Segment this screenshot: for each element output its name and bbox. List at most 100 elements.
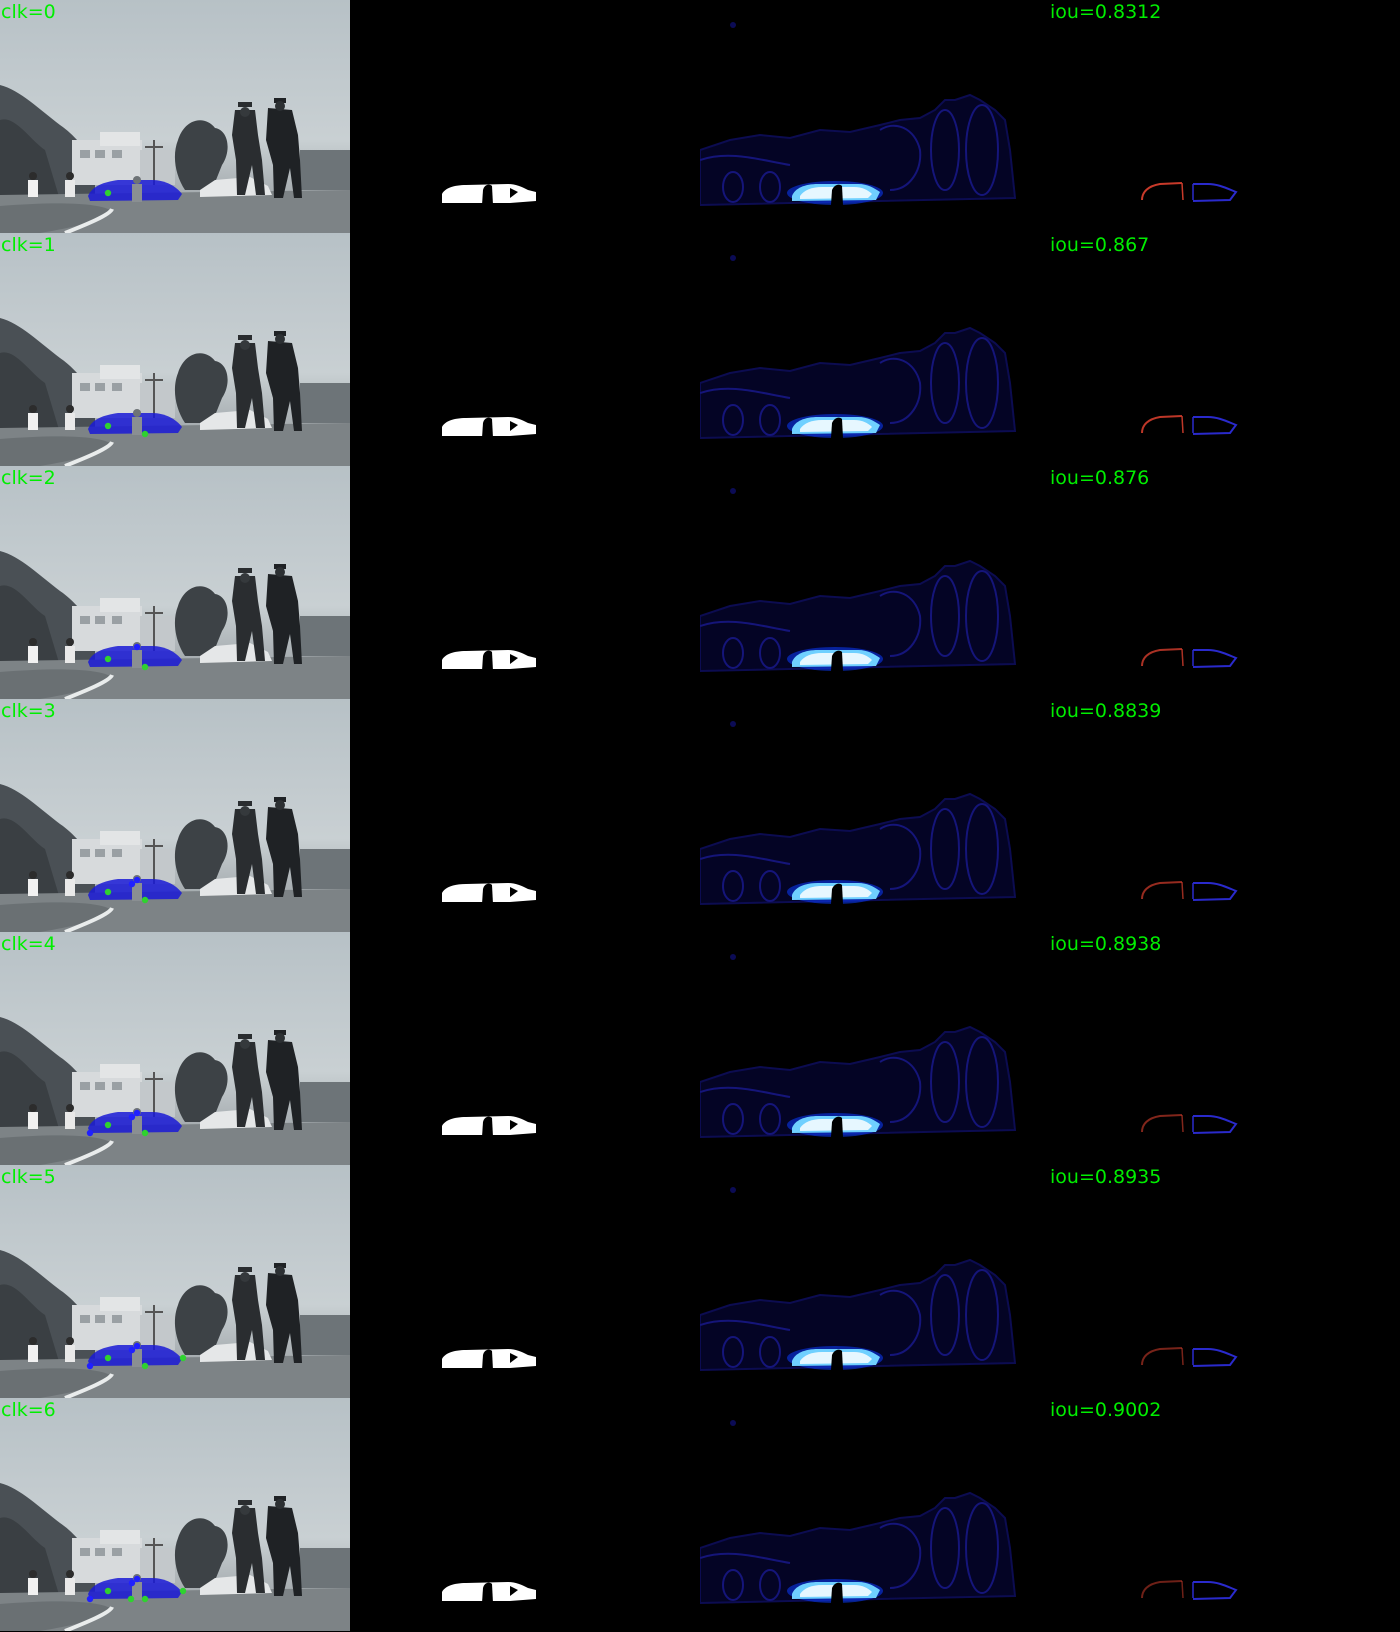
iou-score-label: iou=0.9002 [1050, 1399, 1162, 1421]
click-markers [104, 422, 149, 438]
street-scene-image [0, 699, 350, 932]
error-contour-panel [1050, 699, 1400, 932]
ground-truth-mask-panel [350, 1165, 700, 1398]
probability-heatmap-panel [700, 932, 1050, 1165]
image-with-clicks-panel [0, 699, 350, 932]
negative-click-marker [86, 1595, 94, 1603]
error-contour [1050, 466, 1400, 699]
negative-click-marker [128, 1346, 136, 1354]
ground-truth-mask [350, 699, 700, 932]
iteration-row-0: clk=0 iou=0.8312 [0, 0, 1400, 233]
street-scene-image [0, 1398, 350, 1631]
click-markers [86, 1575, 187, 1603]
click-markers [104, 876, 149, 904]
negative-click-marker [128, 880, 136, 888]
street-scene-image [0, 1165, 350, 1398]
negative-click-marker [128, 1113, 136, 1121]
probability-heatmap-panel [700, 1165, 1050, 1398]
positive-click-marker [104, 655, 112, 663]
ground-truth-mask [350, 1398, 700, 1631]
positive-click-marker [104, 1121, 112, 1129]
positive-click-marker [141, 663, 149, 671]
ground-truth-mask-panel [350, 1398, 700, 1631]
click-markers [104, 643, 149, 671]
iteration-row-4: clk=4 iou=0.8938 [0, 932, 1400, 1165]
ground-truth-mask-panel [350, 466, 700, 699]
probability-heatmap-panel [700, 1398, 1050, 1631]
click-count-label: clk=1 [1, 234, 56, 256]
ground-truth-mask-panel [350, 0, 700, 233]
click-count-label: clk=4 [1, 933, 56, 955]
ground-truth-mask [350, 1165, 700, 1398]
positive-click-marker [104, 422, 112, 430]
ground-truth-mask-panel [350, 932, 700, 1165]
ground-truth-mask-panel [350, 233, 700, 466]
positive-click-marker [179, 1354, 187, 1362]
image-with-clicks-panel [0, 0, 350, 233]
click-count-label: clk=2 [1, 467, 56, 489]
negative-click-marker [133, 643, 141, 651]
error-contour [1050, 233, 1400, 466]
negative-click-marker [133, 1109, 141, 1117]
error-contour-panel [1050, 1398, 1400, 1631]
negative-click-marker [133, 1342, 141, 1350]
positive-click-marker [141, 430, 149, 438]
positive-click-marker [104, 888, 112, 896]
error-contour [1050, 932, 1400, 1165]
image-with-clicks-panel [0, 932, 350, 1165]
positive-click-marker [127, 1595, 135, 1603]
positive-click-marker [104, 1587, 112, 1595]
ground-truth-mask [350, 932, 700, 1165]
ground-truth-mask [350, 233, 700, 466]
probability-heatmap-panel [700, 699, 1050, 932]
error-contour-panel [1050, 233, 1400, 466]
iteration-row-1: clk=1 iou=0.867 [0, 233, 1400, 466]
negative-click-marker [128, 1579, 136, 1587]
error-contour [1050, 1165, 1400, 1398]
positive-click-marker [141, 1595, 149, 1603]
image-with-clicks-panel [0, 1165, 350, 1398]
probability-heatmap [700, 466, 1050, 699]
click-markers [86, 1342, 187, 1370]
iou-score-label: iou=0.867 [1050, 234, 1150, 256]
probability-heatmap-panel [700, 233, 1050, 466]
negative-click-marker [86, 1129, 94, 1137]
negative-click-marker [86, 1362, 94, 1370]
error-contour [1050, 1398, 1400, 1631]
error-contour [1050, 0, 1400, 233]
click-count-label: clk=3 [1, 700, 56, 722]
error-contour-panel [1050, 1165, 1400, 1398]
ground-truth-mask-panel [350, 699, 700, 932]
click-markers [104, 189, 112, 197]
street-scene-image [0, 466, 350, 699]
negative-click-marker [133, 1575, 141, 1583]
street-scene-image [0, 0, 350, 233]
click-count-label: clk=6 [1, 1399, 56, 1421]
iou-score-label: iou=0.8312 [1050, 1, 1162, 23]
probability-heatmap-panel [700, 466, 1050, 699]
iteration-row-5: clk=5 iou=0.8935 [0, 1165, 1400, 1398]
iou-score-label: iou=0.8839 [1050, 700, 1162, 722]
negative-click-marker [133, 876, 141, 884]
error-contour-panel [1050, 0, 1400, 233]
image-with-clicks-panel [0, 233, 350, 466]
probability-heatmap [700, 0, 1050, 233]
positive-click-marker [104, 1354, 112, 1362]
probability-heatmap [700, 233, 1050, 466]
positive-click-marker [104, 189, 112, 197]
probability-heatmap [700, 1398, 1050, 1631]
positive-click-marker [141, 896, 149, 904]
probability-heatmap [700, 1165, 1050, 1398]
click-count-label: clk=5 [1, 1166, 56, 1188]
error-contour-panel [1050, 932, 1400, 1165]
ground-truth-mask [350, 0, 700, 233]
positive-click-marker [141, 1362, 149, 1370]
probability-heatmap-panel [700, 0, 1050, 233]
iteration-row-2: clk=2 iou=0.876 [0, 466, 1400, 699]
positive-click-marker [141, 1129, 149, 1137]
iou-score-label: iou=0.8935 [1050, 1166, 1162, 1188]
iteration-row-3: clk=3 iou=0.8839 [0, 699, 1400, 932]
iteration-row-6: clk=6 iou=0.9002 [0, 1398, 1400, 1631]
image-with-clicks-panel [0, 1398, 350, 1631]
